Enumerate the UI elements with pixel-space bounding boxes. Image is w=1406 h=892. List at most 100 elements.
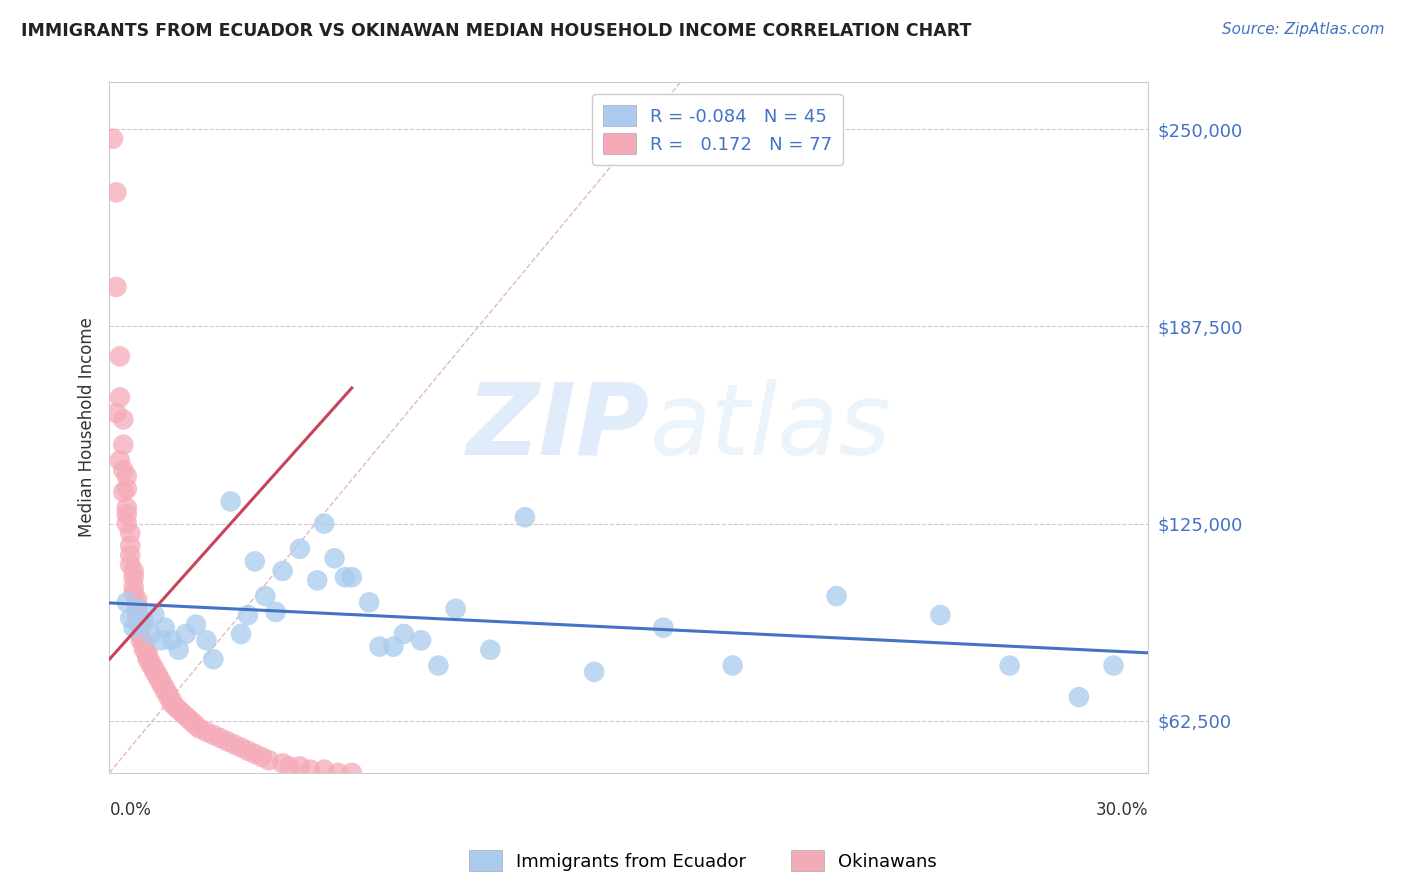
Point <box>177 712 200 726</box>
Point <box>307 574 329 588</box>
Point <box>202 652 225 666</box>
Point <box>243 554 266 568</box>
Point <box>160 633 183 648</box>
Point <box>129 621 152 635</box>
Point <box>257 753 280 767</box>
Point <box>153 683 176 698</box>
Point <box>122 570 145 584</box>
Point <box>122 580 145 594</box>
Point <box>115 469 138 483</box>
Point <box>202 728 225 742</box>
Point <box>392 627 415 641</box>
Point <box>143 665 166 679</box>
Point <box>929 608 952 623</box>
Point <box>120 611 142 625</box>
Point <box>288 541 311 556</box>
Point <box>146 668 169 682</box>
Text: 0.0%: 0.0% <box>110 801 152 819</box>
Point <box>188 722 211 736</box>
Point <box>513 510 536 524</box>
Point <box>127 605 149 619</box>
Point <box>127 599 149 613</box>
Point <box>278 759 301 773</box>
Text: Source: ZipAtlas.com: Source: ZipAtlas.com <box>1222 22 1385 37</box>
Point <box>254 589 277 603</box>
Point <box>340 570 363 584</box>
Point <box>120 526 142 541</box>
Point <box>112 412 135 426</box>
Point <box>122 586 145 600</box>
Point <box>288 759 311 773</box>
Point <box>112 485 135 500</box>
Point <box>115 482 138 496</box>
Legend: R = -0.084   N = 45, R =   0.172   N = 77: R = -0.084 N = 45, R = 0.172 N = 77 <box>592 95 844 165</box>
Point <box>340 765 363 780</box>
Point <box>229 740 252 755</box>
Y-axis label: Median Household Income: Median Household Income <box>79 318 96 537</box>
Point <box>150 674 173 689</box>
Point <box>181 715 204 730</box>
Point <box>326 765 349 780</box>
Point <box>209 731 232 745</box>
Point <box>160 697 183 711</box>
Point <box>271 756 294 771</box>
Point <box>721 658 744 673</box>
Point <box>150 633 173 648</box>
Point <box>195 633 218 648</box>
Point <box>382 640 405 654</box>
Point <box>120 548 142 562</box>
Point <box>105 186 128 200</box>
Point <box>153 621 176 635</box>
Point <box>122 621 145 635</box>
Point <box>271 564 294 578</box>
Point <box>1102 658 1125 673</box>
Point <box>368 640 391 654</box>
Point <box>108 453 131 467</box>
Point <box>333 570 356 584</box>
Point <box>101 131 124 145</box>
Point <box>136 649 159 664</box>
Point <box>132 636 155 650</box>
Point <box>129 615 152 629</box>
Point <box>174 709 197 723</box>
Point <box>479 642 502 657</box>
Point <box>219 494 242 508</box>
Point <box>427 658 450 673</box>
Point <box>139 627 162 641</box>
Point <box>143 662 166 676</box>
Point <box>314 763 336 777</box>
Point <box>146 671 169 685</box>
Point <box>157 690 180 704</box>
Point <box>157 687 180 701</box>
Point <box>115 516 138 531</box>
Point <box>160 693 183 707</box>
Point <box>120 558 142 572</box>
Point <box>150 677 173 691</box>
Point <box>115 595 138 609</box>
Point <box>229 627 252 641</box>
Text: atlas: atlas <box>650 379 891 475</box>
Point <box>108 350 131 364</box>
Point <box>243 747 266 761</box>
Point <box>167 703 190 717</box>
Point <box>132 640 155 654</box>
Point <box>167 642 190 657</box>
Point <box>129 627 152 641</box>
Point <box>127 592 149 607</box>
Point <box>139 656 162 670</box>
Point <box>132 642 155 657</box>
Point <box>825 589 848 603</box>
Point <box>583 665 606 679</box>
Point <box>136 652 159 666</box>
Point <box>444 601 467 615</box>
Point <box>115 500 138 515</box>
Legend: Immigrants from Ecuador, Okinawans: Immigrants from Ecuador, Okinawans <box>463 843 943 879</box>
Point <box>143 608 166 623</box>
Point <box>122 564 145 578</box>
Point <box>184 718 207 732</box>
Point <box>236 744 259 758</box>
Point <box>120 539 142 553</box>
Point <box>652 621 675 635</box>
Point <box>132 615 155 629</box>
Point <box>172 706 194 720</box>
